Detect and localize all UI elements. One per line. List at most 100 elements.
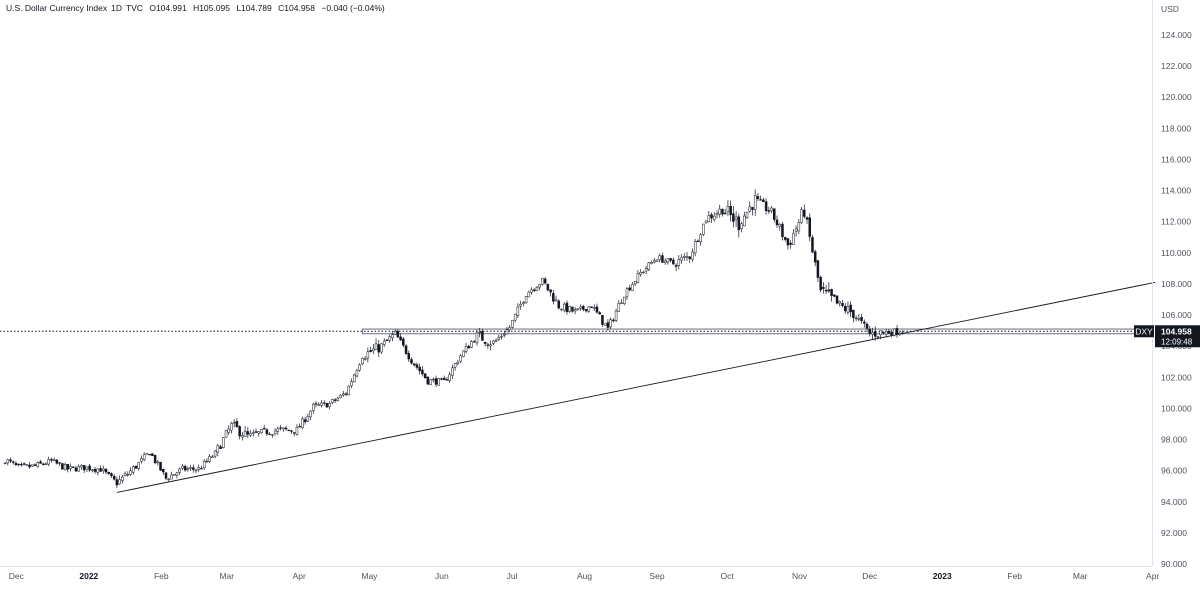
candle-body <box>437 378 441 386</box>
candle-body <box>527 291 531 298</box>
candle-body <box>162 469 165 473</box>
candle-body <box>85 466 89 470</box>
candle-body <box>882 331 885 334</box>
candle-body <box>91 469 94 471</box>
candle-body <box>827 289 831 292</box>
candle-body <box>366 351 370 359</box>
candle-body <box>17 463 20 466</box>
candle-body <box>764 201 768 211</box>
candle-body <box>287 429 290 432</box>
legend-low: L104.789 <box>236 3 272 13</box>
candle-body <box>429 379 432 385</box>
candle-body <box>628 287 631 291</box>
candle-body <box>530 289 533 293</box>
candle-body <box>786 238 790 246</box>
candle-body <box>502 334 506 336</box>
candle-body <box>879 330 882 336</box>
candle-body <box>873 331 877 337</box>
candle-body <box>612 319 615 322</box>
candle-body <box>819 276 822 291</box>
candle-body <box>328 402 331 407</box>
candle-body <box>571 306 574 312</box>
candle-body <box>729 205 732 216</box>
candle-body <box>669 258 672 261</box>
candle-body <box>614 310 618 321</box>
candle-body <box>745 211 749 219</box>
time-tick-label: Apr <box>1146 571 1159 581</box>
candle-body <box>541 278 544 285</box>
candle-body <box>552 293 555 302</box>
candle-body <box>123 473 127 476</box>
time-tick-label: Oct <box>721 571 735 581</box>
candle-body <box>110 473 113 477</box>
candle-body <box>590 306 593 309</box>
candle-body <box>813 251 817 263</box>
time-tick-label: 2022 <box>79 571 98 581</box>
candle-body <box>557 300 561 309</box>
candle-body <box>516 306 520 316</box>
candle-body <box>102 468 105 471</box>
candle-body <box>407 353 411 360</box>
candle-body <box>222 437 225 448</box>
candle-body <box>674 265 678 267</box>
candle-body <box>227 428 230 433</box>
candle-body <box>748 206 751 212</box>
candle-body <box>399 336 402 341</box>
candle-body <box>279 427 282 429</box>
price-tick-label: 116.000 <box>1161 154 1191 164</box>
price-tick-label: 102.000 <box>1161 372 1192 382</box>
candle-body <box>459 355 462 362</box>
candle-body <box>451 367 454 376</box>
candle-body <box>887 331 891 334</box>
candle-body <box>524 296 528 303</box>
candle-body <box>320 402 323 406</box>
candle-body <box>112 476 116 480</box>
candle-body <box>707 215 711 222</box>
candle-body <box>734 216 738 221</box>
price-tick-label: 98.000 <box>1161 435 1187 445</box>
candle-body <box>42 463 45 465</box>
candle-body <box>344 393 348 395</box>
time-tick-label: Feb <box>154 571 169 581</box>
candle-body <box>333 399 337 401</box>
candle-body <box>6 459 10 464</box>
candle-body <box>342 393 345 396</box>
candle-body <box>211 456 214 458</box>
candle-body <box>421 369 424 375</box>
time-tick-label: Jul <box>507 571 518 581</box>
candle-body <box>519 304 522 307</box>
candle-body <box>835 295 839 304</box>
candle-body <box>606 322 610 328</box>
candle-body <box>535 287 539 292</box>
candle-body <box>9 459 12 462</box>
candle-body <box>391 334 394 339</box>
candle-body <box>898 333 902 335</box>
candle-body <box>295 427 299 435</box>
candle-body <box>756 196 760 200</box>
candle-body <box>249 433 252 436</box>
candle-body <box>715 213 719 216</box>
candle-body <box>797 221 801 232</box>
candle-body <box>377 344 381 353</box>
ticker-label-bg <box>1134 325 1154 338</box>
candle-body <box>306 416 310 422</box>
candle-body <box>811 237 814 253</box>
candle-body <box>380 343 383 353</box>
candle-body <box>361 358 364 365</box>
candle-body <box>339 394 342 398</box>
candle-body <box>893 328 896 336</box>
candle-body <box>358 364 361 371</box>
candle-body <box>434 378 438 385</box>
candle-body <box>462 350 465 357</box>
candle-body <box>472 341 476 343</box>
candle-body <box>121 476 124 481</box>
candle-body <box>623 296 626 304</box>
candle-body <box>418 366 421 372</box>
candle-body <box>235 421 239 428</box>
candle-body <box>33 464 37 466</box>
candle-body <box>423 373 427 379</box>
candle-body <box>486 344 490 346</box>
price-tick-label: 94.000 <box>1161 497 1187 507</box>
